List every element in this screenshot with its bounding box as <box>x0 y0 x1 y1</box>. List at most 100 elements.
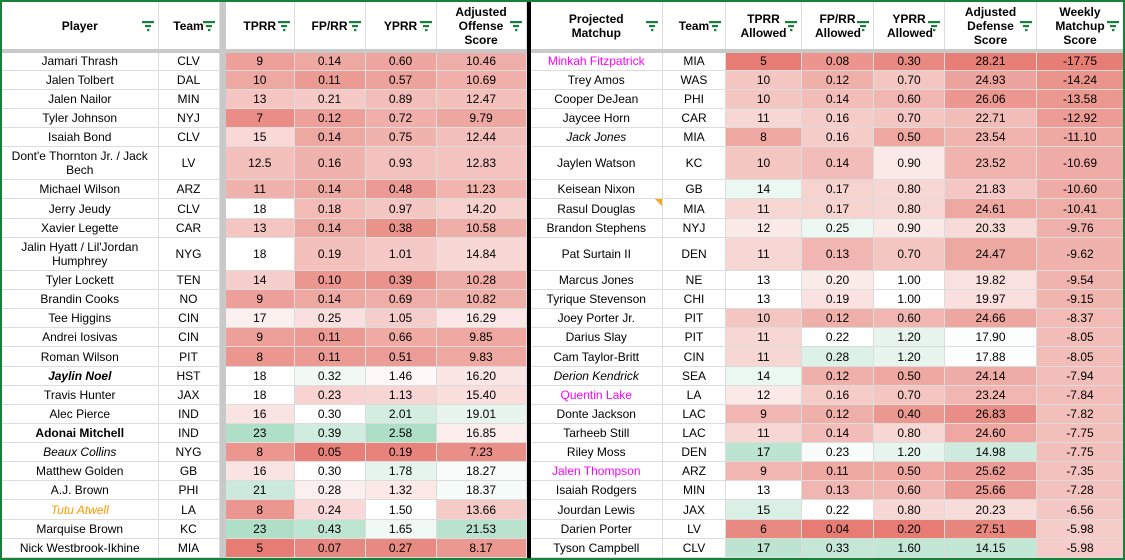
fprr-cell[interactable]: 0.12 <box>801 308 874 329</box>
team-cell[interactable]: IND <box>158 423 220 444</box>
fprr-cell[interactable]: 0.14 <box>801 89 874 109</box>
col-header-weekly-matchup-score[interactable]: Weekly Matchup Score <box>1036 2 1123 53</box>
tprr-cell[interactable]: 7 <box>226 108 295 129</box>
adj-cell[interactable]: 16.20 <box>436 366 527 386</box>
weekly-cell[interactable]: -7.75 <box>1036 423 1123 444</box>
yprr-cell[interactable]: 0.70 <box>873 108 945 129</box>
fprr-cell[interactable]: 0.13 <box>801 480 874 501</box>
adj-cell[interactable]: 18.37 <box>436 480 527 501</box>
tprr-cell[interactable]: 17 <box>725 442 802 463</box>
adj-cell[interactable]: 12.44 <box>436 127 527 148</box>
player-name-cell[interactable]: Xavier Legette <box>2 218 159 238</box>
adj-cell[interactable]: 24.14 <box>944 366 1037 386</box>
yprr-cell[interactable]: 0.72 <box>365 108 437 129</box>
yprr-cell[interactable]: 0.89 <box>365 89 437 109</box>
yprr-cell[interactable]: 1.50 <box>365 499 437 520</box>
yprr-cell[interactable]: 0.70 <box>873 385 945 405</box>
player-name-cell[interactable]: Adonai Mitchell <box>2 423 159 444</box>
yprr-cell[interactable]: 2.58 <box>365 423 437 444</box>
player-name-cell[interactable]: Pat Surtain II <box>530 237 663 271</box>
team-cell[interactable]: CIN <box>662 346 726 367</box>
fprr-cell[interactable]: 0.04 <box>801 519 874 539</box>
adj-cell[interactable]: 11.23 <box>436 179 527 200</box>
fprr-cell[interactable]: 0.12 <box>801 366 874 386</box>
yprr-cell[interactable]: 0.20 <box>873 519 945 539</box>
yprr-cell[interactable]: 0.57 <box>365 70 437 90</box>
tprr-cell[interactable]: 13 <box>725 480 802 501</box>
team-cell[interactable]: NE <box>662 270 726 291</box>
fprr-cell[interactable]: 0.22 <box>801 327 874 348</box>
adj-cell[interactable]: 19.82 <box>944 270 1037 291</box>
fprr-cell[interactable]: 0.10 <box>294 270 366 291</box>
player-name-cell[interactable]: Isaiah Rodgers <box>530 480 663 501</box>
yprr-cell[interactable]: 1.00 <box>873 289 945 310</box>
tprr-cell[interactable]: 18 <box>226 237 295 271</box>
fprr-cell[interactable]: 0.17 <box>801 179 874 200</box>
weekly-cell[interactable]: -7.94 <box>1036 366 1123 386</box>
adj-cell[interactable]: 14.20 <box>436 198 527 219</box>
player-name-cell[interactable]: Matthew Golden <box>2 461 159 482</box>
player-name-cell[interactable]: Darien Porter <box>530 519 663 539</box>
player-name-cell[interactable]: Travis Hunter <box>2 385 159 405</box>
col-header-tprr-allowed[interactable]: TPRR Allowed <box>725 2 802 53</box>
fprr-cell[interactable]: 0.14 <box>801 146 874 181</box>
fprr-cell[interactable]: 0.14 <box>294 289 366 310</box>
weekly-cell[interactable]: -7.84 <box>1036 385 1123 405</box>
tprr-cell[interactable]: 11 <box>725 108 802 129</box>
yprr-cell[interactable]: 0.50 <box>873 366 945 386</box>
weekly-cell[interactable]: -10.69 <box>1036 146 1123 181</box>
fprr-cell[interactable]: 0.30 <box>294 404 366 424</box>
team-cell[interactable]: CAR <box>662 108 726 129</box>
adj-cell[interactable]: 27.51 <box>944 519 1037 539</box>
team-cell[interactable]: JAX <box>158 385 220 405</box>
fprr-cell[interactable]: 0.33 <box>801 538 874 558</box>
adj-cell[interactable]: 26.83 <box>944 404 1037 424</box>
player-name-cell[interactable]: Jourdan Lewis <box>530 499 663 520</box>
tprr-cell[interactable]: 6 <box>725 519 802 539</box>
filter-icon[interactable] <box>709 20 722 32</box>
yprr-cell[interactable]: 1.05 <box>365 308 437 329</box>
tprr-cell[interactable]: 11 <box>725 346 802 367</box>
filter-icon[interactable] <box>202 20 216 32</box>
player-name-cell[interactable]: Tutu Atwell <box>2 499 159 520</box>
player-name-cell[interactable]: Jaycee Horn <box>530 108 663 129</box>
player-name-cell[interactable]: Jalen Tolbert <box>2 70 159 90</box>
player-name-cell[interactable]: Tarheeb Still <box>530 423 663 444</box>
fprr-cell[interactable]: 0.22 <box>801 499 874 520</box>
player-name-cell[interactable]: Keisean Nixon <box>530 179 663 200</box>
weekly-cell[interactable]: -12.92 <box>1036 108 1123 129</box>
yprr-cell[interactable]: 2.01 <box>365 404 437 424</box>
fprr-cell[interactable]: 0.12 <box>801 70 874 90</box>
player-name-cell[interactable]: Riley Moss <box>530 442 663 463</box>
player-name-cell[interactable]: Derion Kendrick <box>530 366 663 386</box>
tprr-cell[interactable]: 18 <box>226 385 295 405</box>
team-cell[interactable]: CLV <box>158 198 220 219</box>
yprr-cell[interactable]: 0.90 <box>873 218 945 238</box>
yprr-cell[interactable]: 0.66 <box>365 327 437 348</box>
fprr-cell[interactable]: 0.17 <box>801 198 874 219</box>
filter-icon[interactable] <box>1020 20 1033 32</box>
player-name-cell[interactable]: Tyson Campbell <box>530 538 663 558</box>
player-name-cell[interactable]: Andrei Iosivas <box>2 327 159 348</box>
yprr-cell[interactable]: 0.97 <box>365 198 437 219</box>
fprr-cell[interactable]: 0.21 <box>294 89 366 109</box>
adj-cell[interactable]: 14.98 <box>944 442 1037 463</box>
team-cell[interactable]: CLV <box>158 51 220 71</box>
player-name-cell[interactable]: Tyler Johnson <box>2 108 159 129</box>
fprr-cell[interactable]: 0.25 <box>294 308 366 329</box>
team-cell[interactable]: MIN <box>158 89 220 109</box>
adj-cell[interactable]: 12.83 <box>436 146 527 181</box>
yprr-cell[interactable]: 0.69 <box>365 289 437 310</box>
tprr-cell[interactable]: 15 <box>226 127 295 148</box>
player-name-cell[interactable]: Dont'e Thornton Jr. / Jack Bech <box>2 146 159 181</box>
fprr-cell[interactable]: 0.23 <box>294 385 366 405</box>
team-cell[interactable]: PIT <box>158 346 220 367</box>
col-header-fprr-allowed[interactable]: FP/RR Allowed <box>801 2 874 53</box>
team-cell[interactable]: JAX <box>662 499 726 520</box>
tprr-cell[interactable]: 16 <box>226 404 295 424</box>
adj-cell[interactable]: 26.06 <box>944 89 1037 109</box>
weekly-cell[interactable]: -10.60 <box>1036 179 1123 200</box>
team-cell[interactable]: IND <box>158 404 220 424</box>
tprr-cell[interactable]: 8 <box>226 499 295 520</box>
team-cell[interactable]: CAR <box>158 218 220 238</box>
